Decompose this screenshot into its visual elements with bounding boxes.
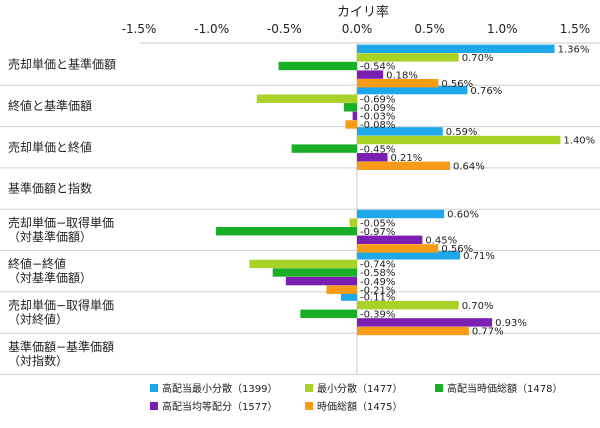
bar-1-1	[256, 94, 357, 103]
category-label: 売却単価−取得単価	[8, 297, 114, 312]
data-label: -0.49%	[360, 277, 395, 288]
category-label: 売却単価と終値	[8, 139, 92, 154]
data-label: 1.40%	[563, 136, 595, 147]
category-label: （対終値）	[8, 311, 68, 326]
data-label: 0.18%	[386, 70, 418, 81]
data-label: 1.36%	[558, 45, 590, 56]
bar-2-1	[343, 103, 357, 112]
data-label: 0.56%	[441, 79, 473, 90]
data-label: -0.03%	[360, 112, 395, 123]
bar-3-1	[352, 111, 357, 121]
data-label: 0.56%	[441, 244, 473, 255]
x-tick-label: 1.0%	[487, 22, 518, 36]
data-label: 0.59%	[446, 127, 478, 138]
data-label: 0.21%	[391, 153, 423, 164]
data-label: 0.70%	[462, 53, 494, 64]
data-label: -0.74%	[360, 260, 395, 271]
data-label: 0.93%	[495, 318, 527, 329]
bar-2-2	[291, 144, 357, 153]
data-label: -0.11%	[360, 292, 395, 303]
x-tick-label: 0.0%	[342, 22, 373, 36]
bar-3-2	[357, 153, 388, 162]
bar-0-0	[357, 44, 555, 53]
category-label: 基準価額−基準価額	[8, 339, 114, 354]
category-label: 売却単価−取得単価	[8, 215, 114, 230]
bar-3-4	[357, 235, 423, 244]
legend-swatch	[435, 384, 443, 392]
bar-0-5	[357, 251, 461, 260]
legend-label: 高配当均等配分（1577）	[162, 400, 277, 413]
data-label: -0.97%	[360, 227, 395, 238]
category-label: 売却単価と基準価額	[8, 57, 116, 72]
data-label: -0.08%	[360, 120, 395, 131]
legend-label: 高配当時価総額（1478）	[447, 382, 562, 395]
bar-4-4	[357, 244, 439, 253]
bar-1-0	[357, 53, 459, 62]
x-tick-label: 0.5%	[414, 22, 445, 36]
bar-4-2	[357, 161, 450, 170]
category-label: （対基準価額）	[8, 270, 92, 285]
bar-1-4	[349, 218, 357, 227]
x-axis-ticks: -1.5% -1.0% -0.5% 0.0% 0.5% 1.0% 1.5%	[122, 22, 591, 36]
category-label: 基準価額と指数	[8, 181, 92, 196]
category-label: 終値と基準価額	[8, 98, 92, 113]
legend-label: 高配当最小分散（1399）	[162, 382, 277, 395]
legend-swatch	[150, 384, 158, 392]
bar-3-0	[357, 70, 384, 79]
legend-swatch	[150, 402, 158, 410]
bar-4-6	[357, 326, 469, 336]
bar-1-6	[357, 301, 459, 310]
bar-4-0	[357, 79, 439, 88]
data-label: 0.60%	[447, 210, 479, 221]
bar-3-6	[357, 318, 493, 327]
bar-0-4	[357, 209, 445, 219]
category-label: （対指数）	[8, 353, 68, 368]
bar-2-4	[216, 227, 357, 236]
gridlines	[0, 42, 600, 375]
bar-2-0	[278, 61, 357, 71]
bar-0-2	[357, 127, 443, 136]
legend-label: 最小分散（1477）	[317, 382, 402, 395]
data-label: 0.77%	[472, 327, 504, 338]
bar-0-1	[357, 85, 468, 95]
data-label: 0.64%	[453, 162, 485, 173]
data-label: -0.45%	[360, 144, 395, 155]
bar-2-6	[300, 309, 357, 318]
data-labels: 1.36% 0.76% 0.59% 0.60% 0.71% -0.11% 0.70% -0.6…	[360, 45, 595, 338]
data-label: 0.70%	[462, 301, 494, 312]
data-label: -0.21%	[360, 285, 395, 296]
x-tick-label: -1.5%	[122, 22, 157, 36]
bar-0-6	[341, 292, 357, 301]
data-label: 0.45%	[425, 236, 457, 247]
data-label: -0.54%	[360, 62, 395, 73]
bar-3-5	[285, 276, 357, 286]
data-label: -0.58%	[360, 268, 395, 279]
category-label: （対基準価額）	[8, 229, 92, 244]
bar-4-5	[326, 285, 357, 294]
x-tick-label: -1.0%	[194, 22, 229, 36]
legend-swatch	[305, 402, 313, 410]
legend-label: 時価総額（1475）	[317, 400, 402, 413]
data-label: -0.05%	[360, 218, 395, 229]
bar-1-2	[357, 135, 561, 145]
bar-2-5	[272, 268, 357, 277]
x-tick-label: -0.5%	[267, 22, 302, 36]
data-label: 0.71%	[463, 251, 495, 262]
data-label: 0.76%	[470, 86, 502, 97]
category-labels: 売却単価と基準価額終値と基準価額売却単価と終値基準価額と指数売却単価−取得単価（…	[8, 57, 116, 368]
data-label: -0.39%	[360, 310, 395, 321]
category-label: 終値−終値	[8, 256, 66, 271]
bar-4-1	[345, 120, 357, 129]
bar-1-5	[249, 259, 357, 269]
data-label: -0.09%	[360, 103, 395, 114]
legend-swatch	[305, 384, 313, 392]
data-label: -0.69%	[360, 94, 395, 105]
x-tick-label: 1.5%	[560, 22, 591, 36]
chart-title: カイリ率	[337, 4, 389, 20]
bars	[216, 44, 561, 336]
legend: 高配当最小分散（1399） 最小分散（1477） 高配当時価総額（1478） 高配当均…	[150, 382, 562, 413]
